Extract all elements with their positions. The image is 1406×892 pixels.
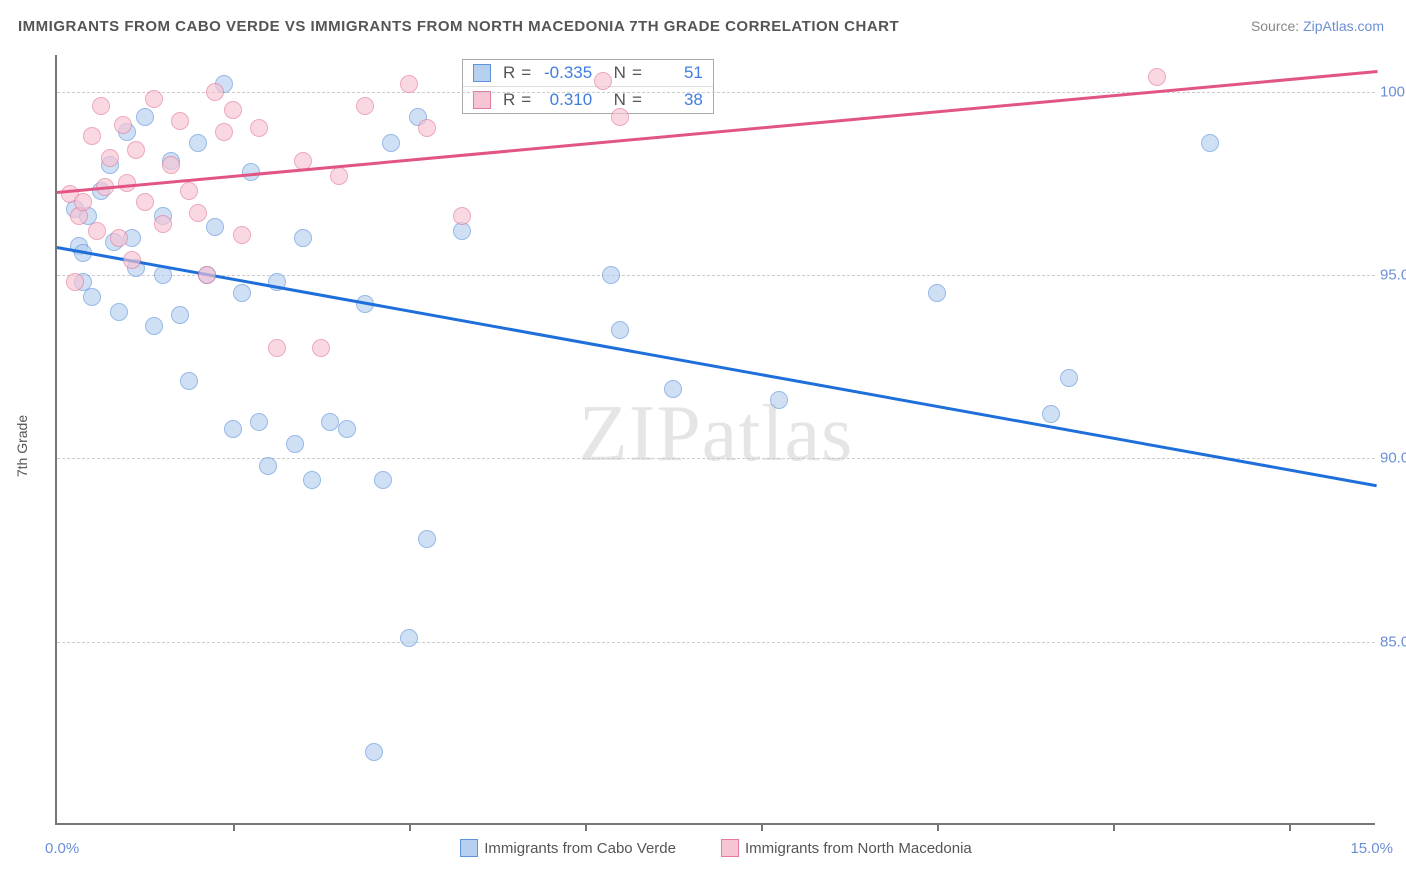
data-point-cabo_verde (928, 284, 946, 302)
legend-item-cabo-verde: Immigrants from Cabo Verde (460, 839, 676, 857)
x-tick (233, 823, 235, 831)
swatch-cabo-verde (473, 64, 491, 82)
data-point-cabo_verde (250, 413, 268, 431)
data-point-north_macedonia (66, 273, 84, 291)
x-tick (1289, 823, 1291, 831)
data-point-cabo_verde (611, 321, 629, 339)
data-point-north_macedonia (92, 97, 110, 115)
watermark: ZIPatlas (579, 389, 854, 480)
data-point-north_macedonia (268, 339, 286, 357)
data-point-cabo_verde (83, 288, 101, 306)
data-point-north_macedonia (83, 127, 101, 145)
grid-line (57, 458, 1375, 459)
data-point-north_macedonia (74, 193, 92, 211)
grid-line (57, 92, 1375, 93)
legend-swatch-blue (460, 839, 478, 857)
data-point-north_macedonia (145, 90, 163, 108)
data-point-cabo_verde (664, 380, 682, 398)
data-point-cabo_verde (303, 471, 321, 489)
data-point-cabo_verde (286, 435, 304, 453)
data-point-cabo_verde (321, 413, 339, 431)
data-point-cabo_verde (338, 420, 356, 438)
x-tick (409, 823, 411, 831)
data-point-north_macedonia (123, 251, 141, 269)
x-tick (585, 823, 587, 831)
x-tick (761, 823, 763, 831)
y-tick-label: 90.0% (1380, 450, 1406, 467)
data-point-north_macedonia (136, 193, 154, 211)
data-point-cabo_verde (171, 306, 189, 324)
data-point-north_macedonia (189, 204, 207, 222)
data-point-cabo_verde (770, 391, 788, 409)
data-point-north_macedonia (171, 112, 189, 130)
data-point-north_macedonia (198, 266, 216, 284)
plot-area: ZIPatlas R = -0.335 N = 51 R = 0.310 N =… (55, 55, 1375, 825)
y-tick-label: 100.0% (1380, 83, 1406, 100)
data-point-north_macedonia (250, 119, 268, 137)
legend-label: Immigrants from North Macedonia (745, 840, 972, 857)
data-point-north_macedonia (330, 167, 348, 185)
y-tick-label: 95.0% (1380, 267, 1406, 284)
data-point-cabo_verde (1201, 134, 1219, 152)
data-point-north_macedonia (1148, 68, 1166, 86)
data-point-north_macedonia (453, 207, 471, 225)
legend-label: Immigrants from Cabo Verde (484, 840, 676, 857)
data-point-cabo_verde (400, 629, 418, 647)
source-attribution: Source: ZipAtlas.com (1251, 18, 1384, 34)
data-point-north_macedonia (110, 229, 128, 247)
data-point-cabo_verde (180, 372, 198, 390)
data-point-cabo_verde (145, 317, 163, 335)
data-point-cabo_verde (259, 457, 277, 475)
data-point-cabo_verde (374, 471, 392, 489)
data-point-cabo_verde (189, 134, 207, 152)
data-point-cabo_verde (224, 420, 242, 438)
data-point-north_macedonia (356, 97, 374, 115)
data-point-cabo_verde (110, 303, 128, 321)
source-prefix: Source: (1251, 18, 1303, 34)
y-tick-label: 85.0% (1380, 633, 1406, 650)
data-point-cabo_verde (294, 229, 312, 247)
data-point-cabo_verde (136, 108, 154, 126)
data-point-cabo_verde (1060, 369, 1078, 387)
stats-row-cabo-verde: R = -0.335 N = 51 (463, 60, 713, 87)
swatch-north-macedonia (473, 91, 491, 109)
x-tick (1113, 823, 1115, 831)
data-point-cabo_verde (233, 284, 251, 302)
data-point-cabo_verde (1042, 405, 1060, 423)
data-point-north_macedonia (312, 339, 330, 357)
data-point-north_macedonia (101, 149, 119, 167)
data-point-north_macedonia (180, 182, 198, 200)
data-point-north_macedonia (114, 116, 132, 134)
data-point-north_macedonia (233, 226, 251, 244)
data-point-cabo_verde (382, 134, 400, 152)
data-point-north_macedonia (594, 72, 612, 90)
data-point-north_macedonia (127, 141, 145, 159)
source-link[interactable]: ZipAtlas.com (1303, 18, 1384, 34)
data-point-cabo_verde (602, 266, 620, 284)
data-point-north_macedonia (154, 215, 172, 233)
data-point-cabo_verde (418, 530, 436, 548)
grid-line (57, 642, 1375, 643)
legend-swatch-pink (721, 839, 739, 857)
data-point-north_macedonia (400, 75, 418, 93)
grid-line (57, 275, 1375, 276)
data-point-north_macedonia (162, 156, 180, 174)
data-point-north_macedonia (206, 83, 224, 101)
data-point-cabo_verde (365, 743, 383, 761)
data-point-north_macedonia (611, 108, 629, 126)
data-point-north_macedonia (224, 101, 242, 119)
data-point-north_macedonia (418, 119, 436, 137)
data-point-north_macedonia (215, 123, 233, 141)
bottom-legend: Immigrants from Cabo Verde Immigrants fr… (57, 839, 1375, 857)
data-point-cabo_verde (206, 218, 224, 236)
x-tick (937, 823, 939, 831)
chart-title: IMMIGRANTS FROM CABO VERDE VS IMMIGRANTS… (18, 18, 899, 35)
correlation-stats-box: R = -0.335 N = 51 R = 0.310 N = 38 (462, 59, 714, 114)
data-point-north_macedonia (88, 222, 106, 240)
legend-item-north-macedonia: Immigrants from North Macedonia (721, 839, 972, 857)
y-axis-title: 7th Grade (14, 415, 30, 477)
trend-line-cabo_verde (57, 246, 1377, 487)
